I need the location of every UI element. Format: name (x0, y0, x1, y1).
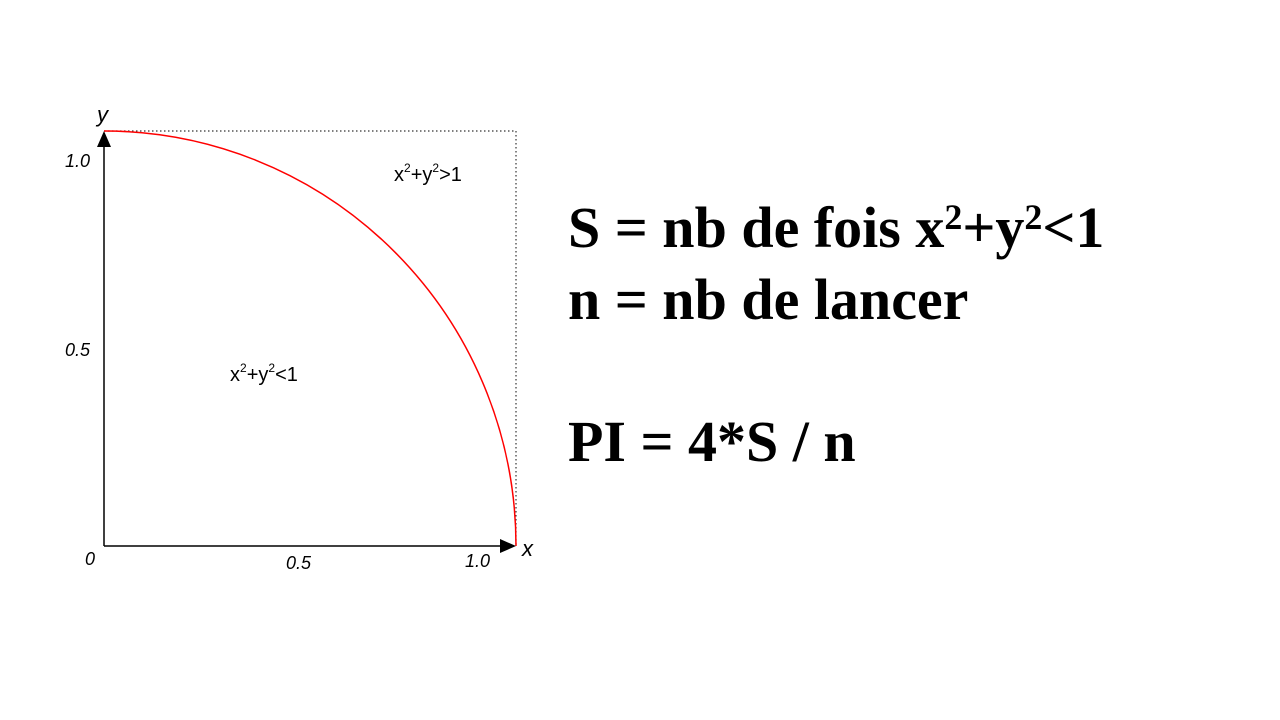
y-tick-label-1.0: 1.0 (65, 151, 90, 171)
origin-label: 0 (85, 549, 95, 569)
y-tick-label-0.5: 0.5 (65, 340, 91, 360)
formula-s-tail: <1 (1042, 195, 1105, 260)
unit-square-boundary (104, 130, 517, 546)
formula-block: S = nb de fois x2+y2<1 n = nb de lancer … (568, 192, 1104, 478)
formula-s-prefix: S = nb de fois x (568, 195, 945, 260)
x-tick-label-0.5: 0.5 (286, 553, 312, 573)
formula-s-definition: S = nb de fois x2+y2<1 (568, 192, 1104, 264)
x-tick-label-1.0: 1.0 (465, 551, 490, 571)
x-axis-arrow (500, 539, 516, 553)
inside-circle-label: x2+y2<1 (230, 361, 298, 386)
formula-n-definition: n = nb de lancer (568, 267, 969, 332)
quarter-circle-diagram: x y 0 0.5 1.0 0.5 1.0 x2+y2<1 x2+y2>1 (65, 102, 534, 573)
formula-spacer (568, 336, 1104, 406)
x-axis-name: x (521, 536, 534, 561)
formula-pi-definition: PI = 4*S / n (568, 409, 856, 474)
outside-circle-label: x2+y2>1 (394, 161, 462, 186)
quarter-circle-arc (103, 130, 517, 547)
formula-s-middle: +y (962, 195, 1025, 260)
formula-s-exponent-2: 2 (1024, 197, 1043, 238)
y-axis-arrow (97, 131, 111, 147)
y-axis-name: y (95, 102, 110, 127)
formula-s-exponent-1: 2 (944, 197, 963, 238)
